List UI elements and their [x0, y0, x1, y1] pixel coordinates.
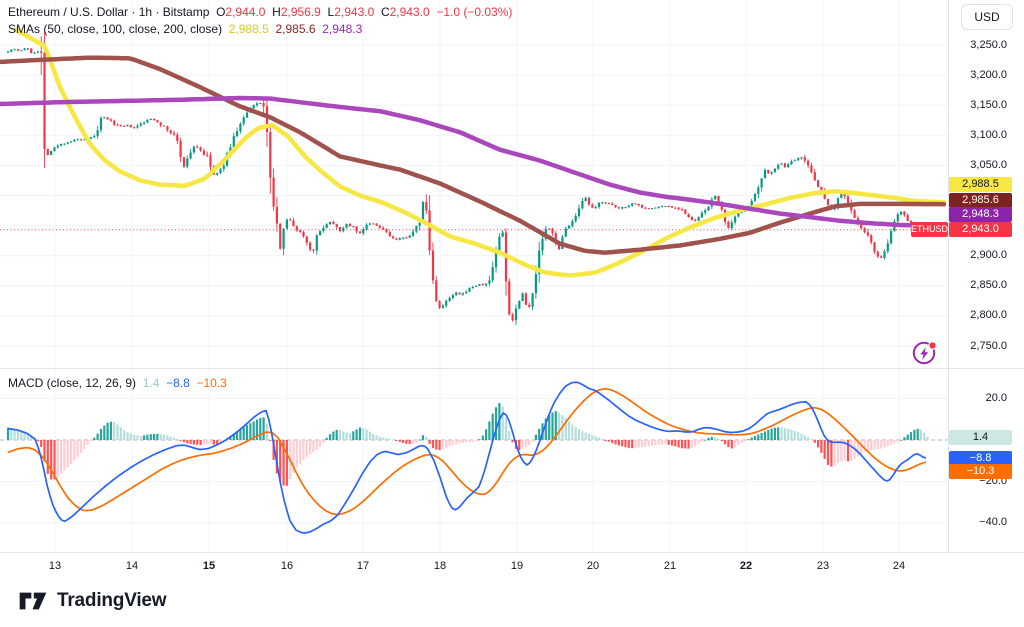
boost-icon[interactable]: [910, 337, 940, 367]
low-label: L: [327, 5, 335, 19]
price-marker-label: 2,985.6: [949, 192, 1012, 208]
candles: [6, 31, 929, 325]
macd-histogram: [6, 403, 929, 486]
macd-marker-label: 1.4: [949, 429, 1012, 445]
symbol-price-tag: ETHUSD: [911, 221, 948, 237]
price-tick-label: 3,150.0: [970, 98, 1007, 111]
sma100-line: [0, 55, 947, 255]
sma200-line: [0, 95, 947, 229]
price-tick-label: 3,250.0: [970, 38, 1007, 51]
time-tick-label: 22: [739, 560, 753, 572]
time-tick-label: 20: [586, 560, 600, 572]
time-tick-label: 18: [433, 560, 447, 572]
price-tick-label: 2,800.0: [970, 309, 1007, 322]
tradingview-logo[interactable]: TradingView: [18, 589, 167, 613]
time-tick-label: 16: [280, 560, 294, 572]
pane-divider[interactable]: [0, 368, 1024, 369]
time-tick-label: 13: [48, 560, 62, 572]
high-value: 2,956.9: [280, 5, 321, 19]
macd-hist-value: 1.4: [142, 376, 160, 390]
macd-line-value: −8.8: [166, 376, 190, 390]
macd-signal-value: −10.3: [196, 376, 227, 390]
macd-signal-line: [7, 387, 927, 516]
low-value: 2,943.0: [334, 5, 375, 19]
sma200-value: 2,948.3: [322, 22, 363, 36]
time-tick-label: 19: [510, 560, 524, 572]
time-tick-label: 14: [125, 560, 139, 572]
macd-marker-label: −8.8: [949, 450, 1012, 466]
sma50-line: [13, 27, 947, 278]
macd-tick-label: −40.0: [979, 516, 1007, 529]
high-label: H: [272, 5, 281, 19]
macd-legend-title: MACD (close, 12, 26, 9): [8, 376, 137, 390]
price-tick-label: 2,750.0: [970, 339, 1007, 352]
close-value: 2,943.0: [389, 5, 430, 19]
time-tick-label: 21: [663, 560, 677, 572]
macd-legend[interactable]: MACD (close, 12, 26, 9) 1.4 −8.8 −10.3: [8, 376, 227, 390]
macd-tick-label: 20.0: [985, 392, 1007, 405]
price-marker-label: 2,943.0: [949, 221, 1012, 237]
symbol-title: Ethereum / U.S. Dollar · 1h · Bitstamp: [8, 5, 210, 19]
macd-marker-label: −10.3: [949, 463, 1012, 479]
price-tick-label: 3,200.0: [970, 68, 1007, 81]
open-value: 2,944.0: [225, 5, 266, 19]
tradingview-logo-icon: [19, 592, 47, 610]
open-label: O: [216, 5, 226, 19]
symbol-legend[interactable]: Ethereum / U.S. Dollar · 1h · Bitstamp O…: [8, 5, 512, 19]
time-tick-label: 15: [202, 560, 216, 572]
price-axis-border: [948, 0, 949, 552]
change-value: −1.0 (−0.03%): [436, 5, 513, 19]
time-axis-border: [0, 552, 1024, 553]
close-label: C: [380, 5, 390, 19]
price-tick-label: 2,850.0: [970, 279, 1007, 292]
time-tick-label: 23: [816, 560, 830, 572]
price-tick-label: 3,050.0: [970, 158, 1007, 171]
sma50-value: 2,988.5: [228, 22, 269, 36]
time-tick-label: 17: [356, 560, 370, 572]
sma-legend[interactable]: SMAs (50, close, 100, close, 200, close)…: [8, 22, 362, 36]
sma100-value: 2,985.6: [275, 22, 316, 36]
price-tick-label: 3,100.0: [970, 128, 1007, 141]
tradingview-logo-text: TradingView: [57, 590, 167, 611]
price-chart-canvas[interactable]: [0, 0, 948, 582]
macd-main-line: [7, 381, 927, 534]
sma-legend-title: SMAs (50, close, 100, close, 200, close): [8, 22, 223, 36]
time-tick-label: 24: [892, 560, 906, 572]
lightning-icon: [912, 341, 937, 365]
price-marker-label: 2,948.3: [949, 206, 1012, 222]
price-marker-label: 2,988.5: [949, 176, 1012, 192]
price-tick-label: 2,900.0: [970, 249, 1007, 262]
currency-toggle-button[interactable]: USD: [961, 4, 1013, 30]
